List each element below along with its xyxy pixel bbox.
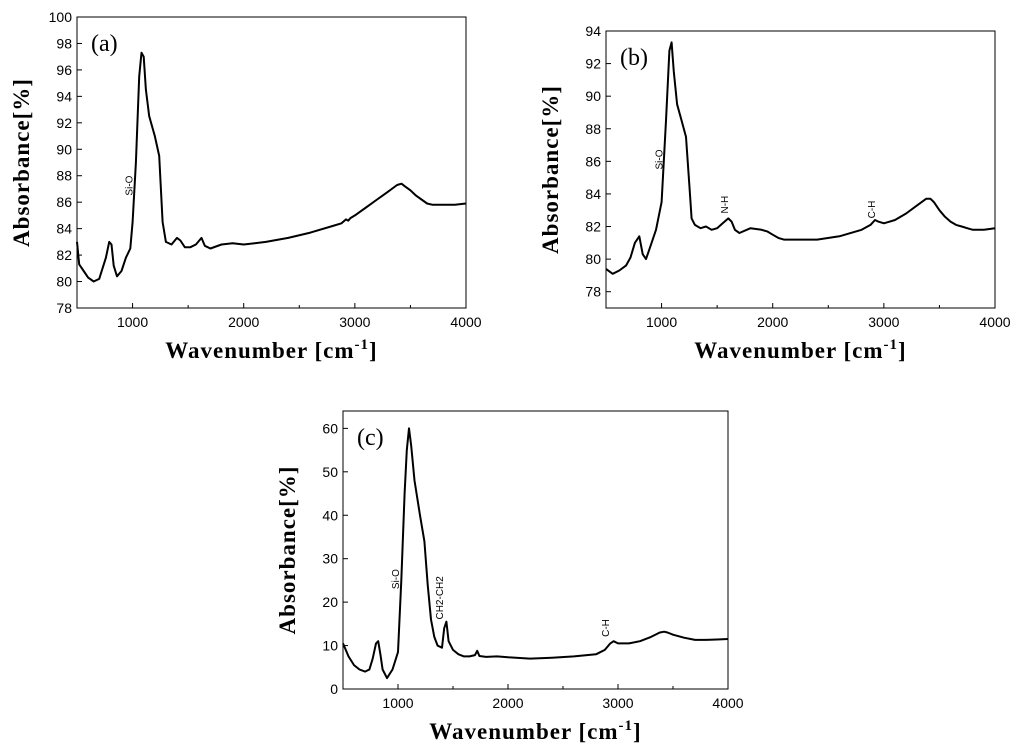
x-axis-title-main: Wavenumber [cm xyxy=(694,338,883,363)
chart-panel-b: 1000 2000 3000 4000 78 80 82 84 86 88 90 92 94 (b) Si-… xyxy=(538,23,1011,363)
x-axis-title-main: Wavenumber [cm xyxy=(165,338,354,363)
x-axis-title-sup: -1 xyxy=(884,337,899,353)
plot-frame xyxy=(605,30,996,309)
spectrum-line xyxy=(76,51,467,283)
chart-panel-c: 1000 2000 3000 4000 0 10 20 30 40 50 60 (c) Si-O CH2-… xyxy=(275,410,744,744)
y-tick-label: 100 xyxy=(49,9,73,25)
y-tick-label: 20 xyxy=(322,594,338,610)
plot-frame xyxy=(76,16,467,309)
y-tick-label: 50 xyxy=(322,464,338,480)
spectrum-line xyxy=(605,41,996,275)
y-axis-title: Absorbance[%] xyxy=(275,466,300,635)
panel-label: (c) xyxy=(357,425,384,451)
x-axis-title-end: ] xyxy=(898,338,907,363)
y-tick-label: 80 xyxy=(56,274,72,290)
peak-annotation: Si-O xyxy=(655,149,666,169)
x-axis-title: Wavenumber [cm-1] xyxy=(165,337,377,363)
x-axis-title-end: ] xyxy=(369,338,378,363)
y-tick-label: 90 xyxy=(585,88,601,104)
y-tick-label: 82 xyxy=(585,219,601,235)
x-axis-title-main: Wavenumber [cm xyxy=(429,719,618,744)
y-tick-label: 88 xyxy=(56,168,72,184)
x-tick-label: 2000 xyxy=(757,314,788,330)
y-tick-label: 40 xyxy=(322,507,338,523)
y-axis-title: Absorbance[%] xyxy=(538,85,563,254)
panel-label: (b) xyxy=(620,45,648,71)
y-tick-label: 86 xyxy=(56,194,72,210)
x-tick-label: 4000 xyxy=(979,314,1010,330)
y-tick-label: 94 xyxy=(585,23,601,39)
y-tick-label: 80 xyxy=(585,251,601,267)
x-tick-label: 4000 xyxy=(712,695,743,711)
x-tick-label: 4000 xyxy=(450,314,481,330)
y-tick-label: 10 xyxy=(322,638,338,654)
peak-annotation: Si-O xyxy=(125,175,136,195)
y-tick-label: 78 xyxy=(585,284,601,300)
y-tick-label: 30 xyxy=(322,551,338,567)
y-tick-label: 84 xyxy=(585,186,601,202)
spectrum-line xyxy=(342,427,729,680)
y-tick-label: 82 xyxy=(56,247,72,263)
x-axis-title: Wavenumber [cm-1] xyxy=(694,337,906,363)
y-tick-label: 60 xyxy=(322,420,338,436)
x-tick-label: 3000 xyxy=(602,695,633,711)
x-axis-title: Wavenumber [cm-1] xyxy=(429,718,641,744)
y-tick-label: 84 xyxy=(56,221,72,237)
y-tick-label: 0 xyxy=(330,681,338,697)
x-tick-label: 3000 xyxy=(339,314,370,330)
panel-label: (a) xyxy=(91,31,118,57)
y-tick-label: 90 xyxy=(56,141,72,157)
y-axis-title: Absorbance[%] xyxy=(9,78,34,247)
x-tick-label: 2000 xyxy=(228,314,259,330)
y-tick-label: 98 xyxy=(56,35,72,51)
plot-frame xyxy=(342,410,729,690)
peak-annotation: C-H xyxy=(867,201,878,219)
y-tick-label: 96 xyxy=(56,62,72,78)
y-tick-label: 92 xyxy=(585,56,601,72)
peak-annotation: N-H xyxy=(720,196,731,214)
x-tick-label: 3000 xyxy=(868,314,899,330)
y-tick-label: 94 xyxy=(56,88,72,104)
x-axis-title-end: ] xyxy=(633,719,642,744)
y-tick-label: 86 xyxy=(585,153,601,169)
x-tick-label: 2000 xyxy=(492,695,523,711)
peak-annotation: CH2-CH2 xyxy=(435,576,446,620)
x-tick-label: 1000 xyxy=(382,695,413,711)
x-tick-label: 1000 xyxy=(117,314,148,330)
y-tick-label: 78 xyxy=(56,300,72,316)
x-tick-label: 1000 xyxy=(646,314,677,330)
peak-annotation: Si-O xyxy=(391,569,402,589)
y-tick-label: 88 xyxy=(585,121,601,137)
chart-panel-a: 1000 2000 3000 4000 78 80 82 84 86 88 90 92 94 96 98 10… xyxy=(9,9,482,363)
peak-annotation: C-H xyxy=(601,619,612,637)
y-tick-label: 92 xyxy=(56,115,72,131)
x-axis-title-sup: -1 xyxy=(355,337,370,353)
x-axis-title-sup: -1 xyxy=(619,718,634,734)
